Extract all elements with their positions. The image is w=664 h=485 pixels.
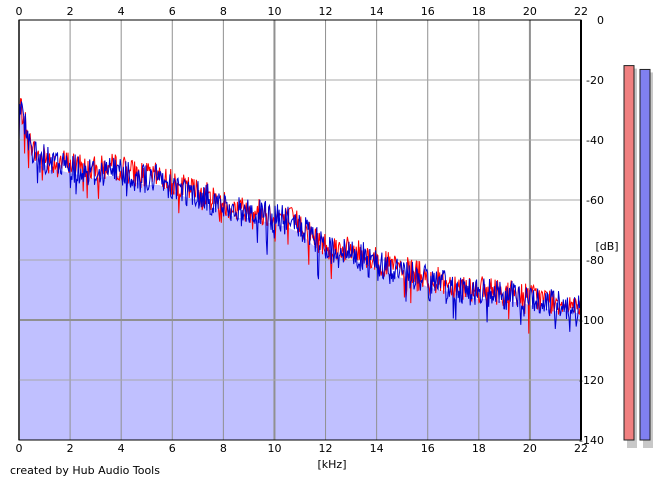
x-tick-label-top: 2	[67, 5, 74, 18]
x-tick-label-top: 12	[319, 5, 333, 18]
x-tick-label-top: 22	[574, 5, 588, 18]
x-axis-label: [kHz]	[318, 458, 347, 471]
x-tick-label-top: 14	[370, 5, 384, 18]
y-tick-label: -100	[579, 314, 604, 327]
x-tick-label-bottom: 0	[16, 442, 23, 455]
x-tick-label-bottom: 22	[574, 442, 588, 455]
y-axis-label: [dB]	[595, 240, 618, 253]
right-channel-level-meter	[639, 68, 651, 441]
x-tick-label-bottom: 20	[523, 442, 537, 455]
x-tick-label-bottom: 12	[319, 442, 333, 455]
y-tick-label: -120	[579, 374, 604, 387]
x-tick-label-bottom: 14	[370, 442, 384, 455]
x-tick-label-top: 4	[118, 5, 125, 18]
y-tick-label: 0	[597, 14, 604, 27]
x-tick-label-bottom: 4	[118, 442, 125, 455]
y-tick-label: -20	[586, 74, 604, 87]
y-tick-label: -60	[586, 194, 604, 207]
x-tick-label-bottom: 10	[267, 442, 281, 455]
x-tick-label-top: 16	[421, 5, 435, 18]
x-tick-label-top: 20	[523, 5, 537, 18]
y-tick-label: -80	[586, 254, 604, 267]
x-tick-label-top: 6	[169, 5, 176, 18]
x-tick-label-top: 18	[472, 5, 486, 18]
spectrum-fill-area	[19, 104, 581, 440]
y-tick-label: -40	[586, 134, 604, 147]
left-channel-level-meter	[623, 65, 635, 441]
x-tick-label-bottom: 18	[472, 442, 486, 455]
x-tick-label-top: 8	[220, 5, 227, 18]
x-tick-label-bottom: 16	[421, 442, 435, 455]
x-tick-label-top: 10	[267, 5, 281, 18]
x-tick-label-bottom: 8	[220, 442, 227, 455]
blue-spectrum-line	[18, 101, 582, 332]
x-tick-label-top: 0	[16, 5, 23, 18]
credit-text: created by Hub Audio Tools	[10, 464, 160, 477]
x-tick-label-bottom: 6	[169, 442, 176, 455]
x-tick-label-bottom: 2	[67, 442, 74, 455]
y-tick-label: -140	[579, 434, 604, 447]
